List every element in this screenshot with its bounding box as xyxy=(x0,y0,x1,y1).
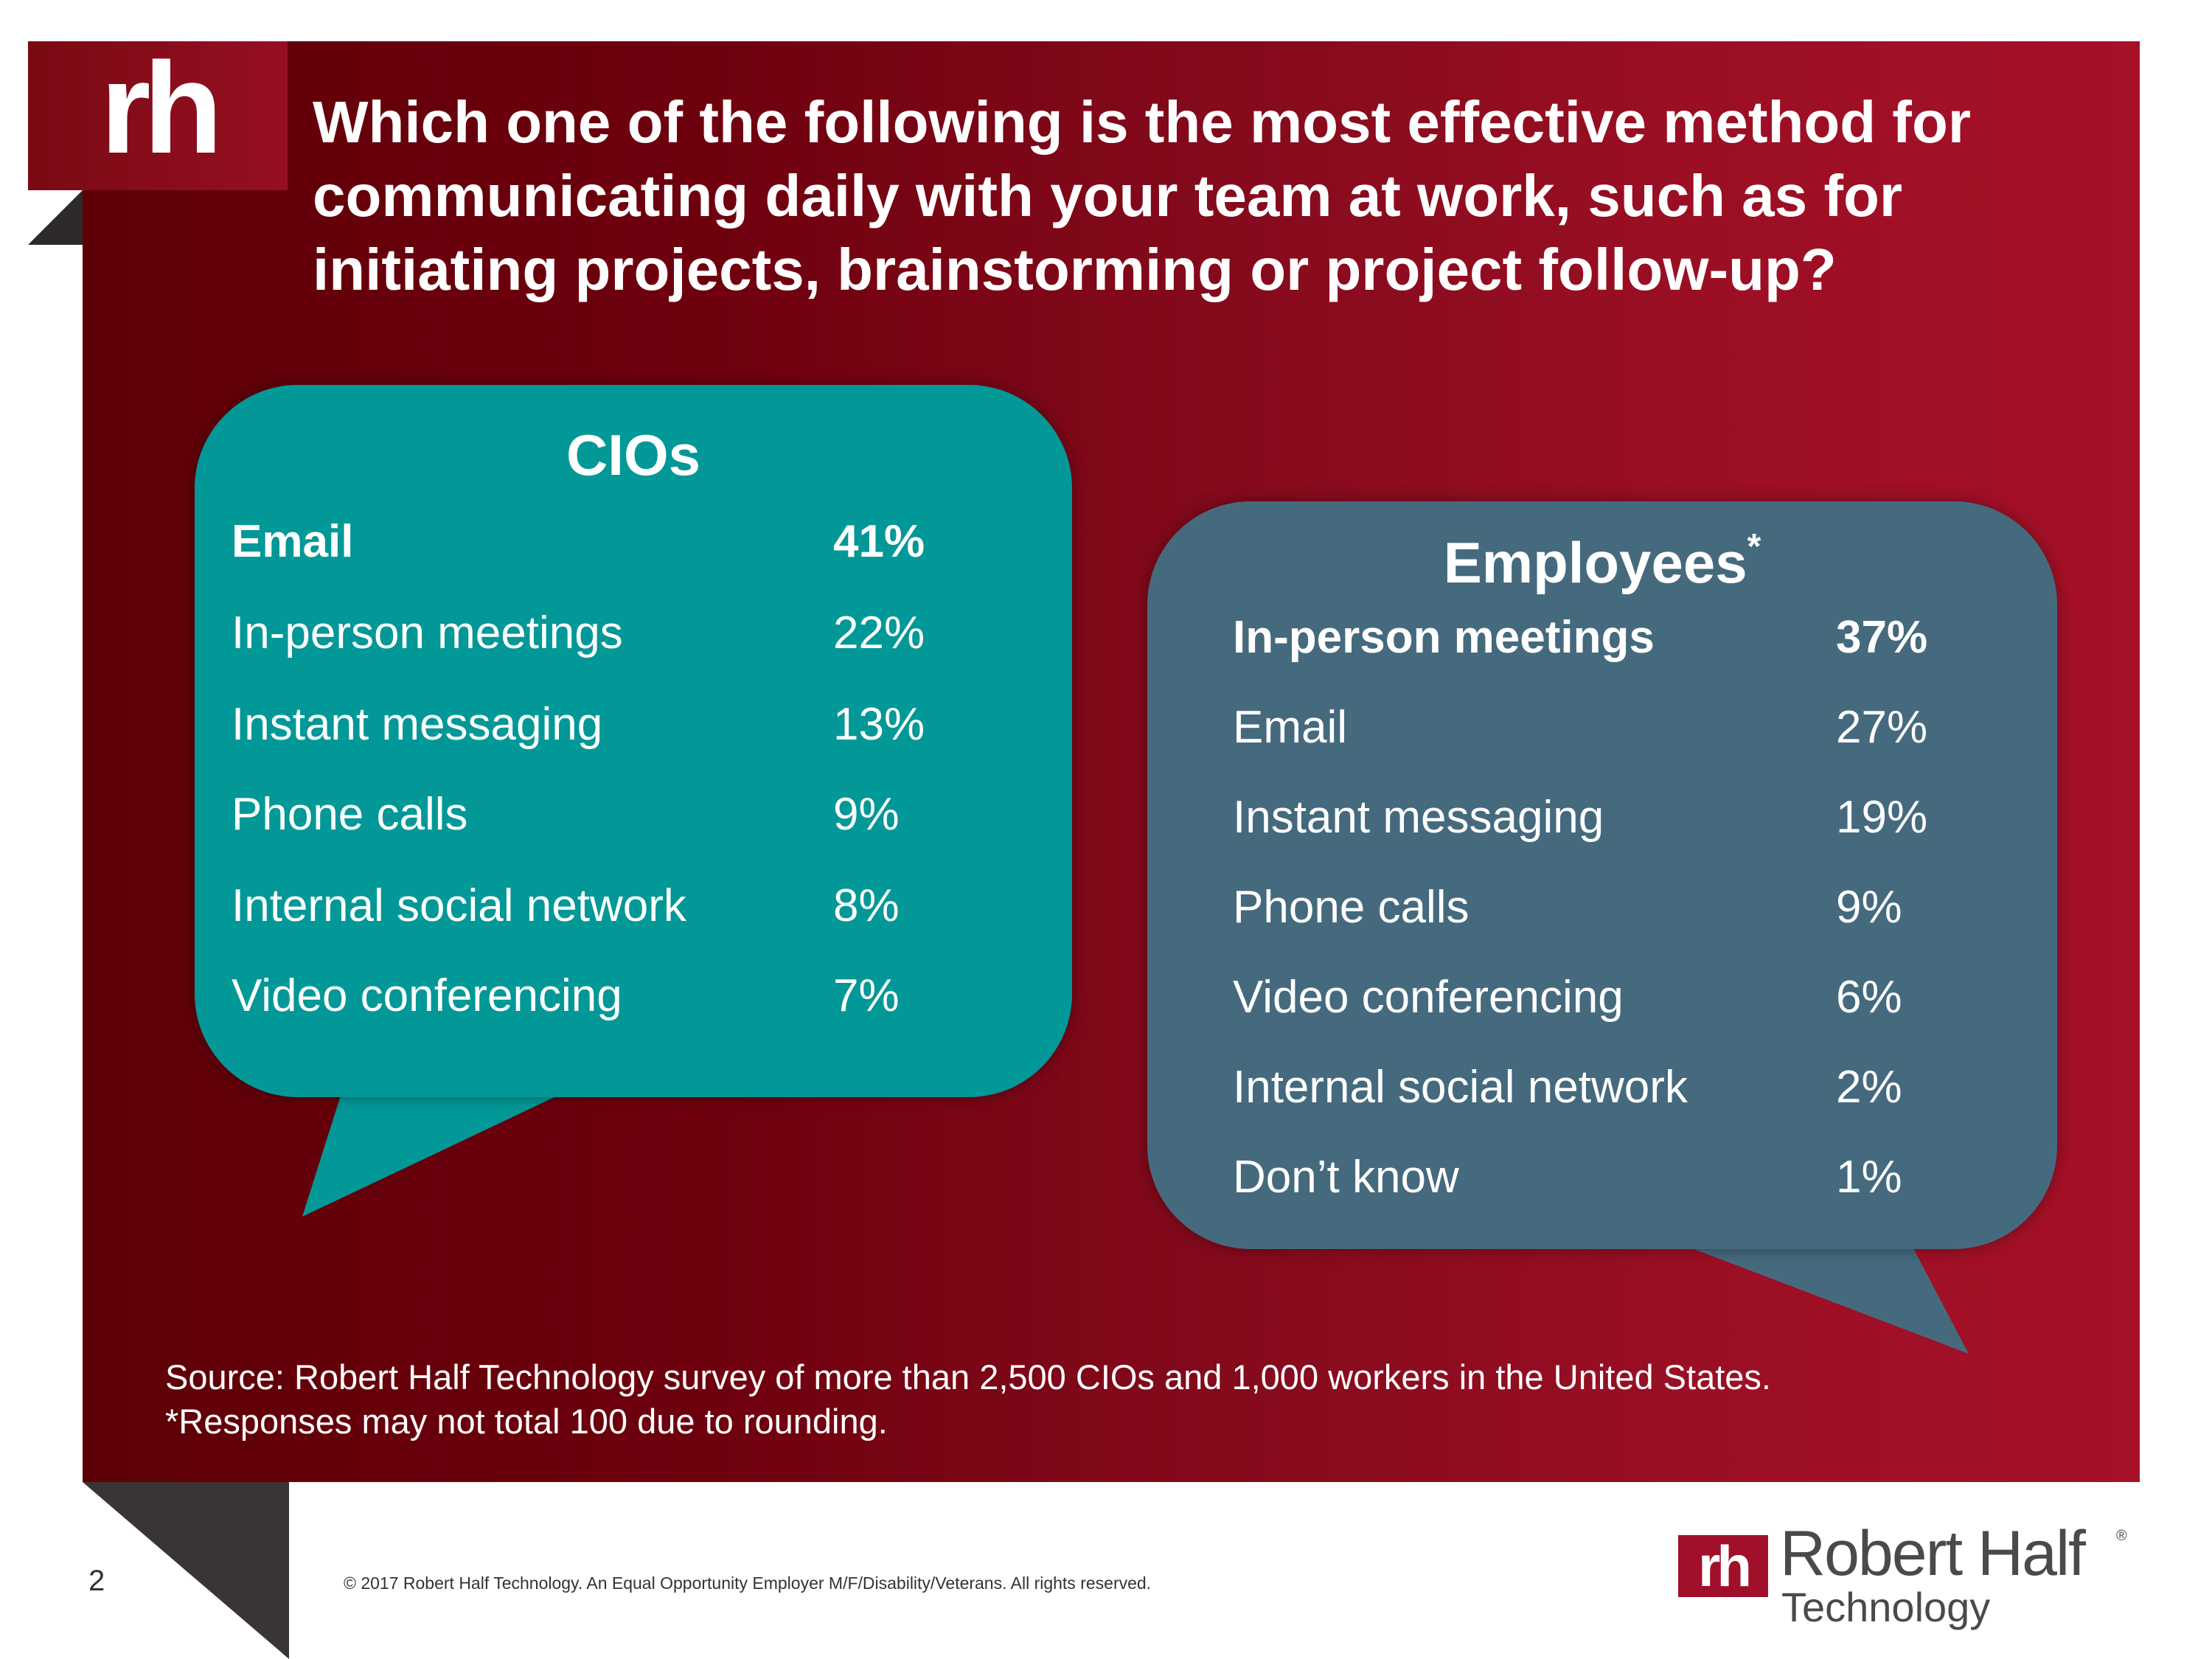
employee-row-label: Phone calls xyxy=(1233,882,1470,933)
employee-row-value: 2% xyxy=(1836,1062,1902,1113)
source-note: Source: Robert Half Technology survey of… xyxy=(165,1355,2082,1444)
employee-speech-bubble: Employees* In-person meetings 37% Email … xyxy=(1147,501,2057,1249)
cio-speech-bubble: CIOs Email 41% In-person meetings 22% In… xyxy=(195,385,1072,1097)
employee-title-asterisk: * xyxy=(1747,527,1761,566)
employee-row-label: Instant messaging xyxy=(1233,792,1604,843)
employee-row-value: 19% xyxy=(1836,792,1928,843)
copyright-notice: © 2017 Robert Half Technology. An Equal … xyxy=(344,1573,1152,1593)
rh-logo-text: rh xyxy=(100,36,223,181)
cio-row-value: 7% xyxy=(833,970,900,1021)
employee-row-value: 37% xyxy=(1836,612,1928,663)
cio-row-value: 13% xyxy=(833,699,925,750)
cio-row-label: Internal social network xyxy=(232,880,686,931)
banner-fold-top xyxy=(28,190,83,245)
cio-row-label: Instant messaging xyxy=(232,699,603,750)
brand-name: Robert Half xyxy=(1780,1518,2086,1589)
registered-mark: ® xyxy=(2116,1528,2127,1544)
cio-row-label: Phone calls xyxy=(232,789,468,840)
cio-row-value: 9% xyxy=(833,789,900,840)
cio-row-label: Email xyxy=(232,516,354,567)
cio-row-label: In-person meetings xyxy=(232,608,623,658)
brand-mark-icon: rh xyxy=(1678,1535,1768,1597)
employee-row-value: 6% xyxy=(1836,972,1902,1023)
rh-logo: rh xyxy=(28,41,288,190)
employee-row-label: Video conferencing xyxy=(1233,972,1624,1023)
robert-half-brand-logo: rh Robert Half ® Technology xyxy=(1678,1522,2135,1640)
cio-row-value: 22% xyxy=(833,608,925,658)
employee-row-label: In-person meetings xyxy=(1233,612,1655,663)
rounding-note: *Responses may not total 100 due to roun… xyxy=(165,1402,888,1441)
cio-title: CIOs xyxy=(566,422,701,487)
cio-row-label: Video conferencing xyxy=(232,970,622,1021)
employee-row-label: Email xyxy=(1233,702,1348,753)
employee-title-text: Employees xyxy=(1443,530,1747,595)
survey-question: Which one of the following is the most e… xyxy=(313,89,1971,302)
employee-row-value: 9% xyxy=(1836,882,1902,933)
cio-row-value: 41% xyxy=(833,516,925,567)
page-number: 2 xyxy=(88,1565,105,1597)
employee-title: Employees* xyxy=(1147,527,2057,597)
employee-row-value: 27% xyxy=(1836,702,1928,753)
employee-row-label: Internal social network xyxy=(1233,1062,1688,1113)
employee-row-label: Don’t know xyxy=(1233,1152,1459,1203)
employee-row-value: 1% xyxy=(1836,1152,1902,1203)
cio-row-value: 8% xyxy=(833,880,900,931)
brand-subtitle: Technology xyxy=(1781,1584,1991,1630)
banner-fold-bottom xyxy=(83,1482,289,1659)
source-text: Source: Robert Half Technology survey of… xyxy=(165,1357,1771,1397)
